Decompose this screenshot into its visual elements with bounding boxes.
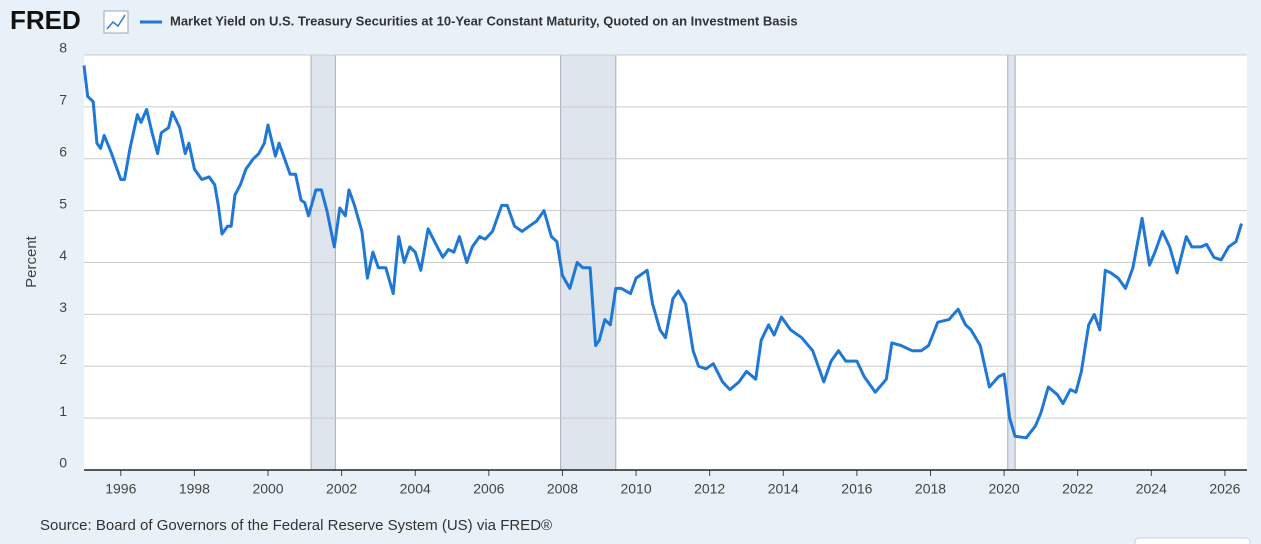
y-tick-label: 8 <box>59 40 67 56</box>
y-tick-label: 1 <box>59 403 67 419</box>
logo: FRED <box>10 5 81 35</box>
x-tick-label: 2024 <box>1136 481 1167 497</box>
x-tick-label: 2012 <box>694 481 725 497</box>
y-tick-label: 6 <box>59 143 67 159</box>
y-tick-label: 5 <box>59 195 67 211</box>
x-tick-label: 2000 <box>252 481 283 497</box>
x-tick-label: 2020 <box>989 481 1020 497</box>
x-tick-label: 2006 <box>473 481 504 497</box>
line-series <box>82 65 1243 440</box>
x-tick-label: 1998 <box>179 481 210 497</box>
x-tick-label: 2016 <box>841 481 872 497</box>
x-tick-label: 2022 <box>1062 481 1093 497</box>
x-tick-label: 2026 <box>1209 481 1240 497</box>
y-tick-label: 7 <box>59 92 67 108</box>
logo-icon-line <box>106 14 126 30</box>
legend-label: Market Yield on U.S. Treasury Securities… <box>170 13 798 28</box>
y-tick-label: 2 <box>59 351 67 367</box>
logo-icon <box>103 10 129 34</box>
y-tick-label: 0 <box>59 455 67 471</box>
y-tick-label: 4 <box>59 247 67 263</box>
x-tick-label: 2014 <box>768 481 799 497</box>
x-tick-label: 2010 <box>620 481 651 497</box>
y-tick-label: 3 <box>59 299 67 315</box>
x-tick-label: 2018 <box>915 481 946 497</box>
source: Source: Board of Governors of the Federa… <box>40 517 552 534</box>
x-tick-label: 2008 <box>547 481 578 497</box>
x-tick-label: 2004 <box>400 481 431 497</box>
button[interactable] <box>1134 537 1251 544</box>
x-tick-label: 2002 <box>326 481 357 497</box>
y-axis-label: Percent <box>23 235 40 288</box>
x-tick-label: 1996 <box>105 481 136 497</box>
